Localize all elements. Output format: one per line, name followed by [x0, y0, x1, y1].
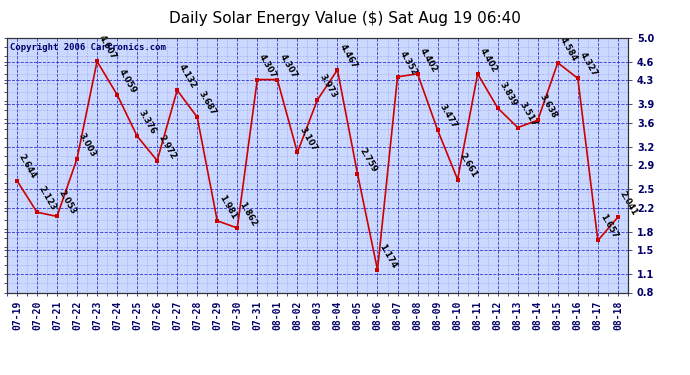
Text: 4.607: 4.607	[97, 34, 118, 62]
Text: Copyright 2006 Cartronics.com: Copyright 2006 Cartronics.com	[10, 43, 166, 52]
Text: 4.352: 4.352	[397, 49, 419, 77]
Text: 2.759: 2.759	[357, 146, 379, 174]
Text: 4.467: 4.467	[337, 42, 359, 70]
Text: 4.402: 4.402	[477, 46, 499, 74]
Text: 3.107: 3.107	[297, 125, 318, 152]
Text: 3.839: 3.839	[497, 81, 519, 108]
Text: 4.059: 4.059	[117, 67, 138, 94]
Text: 3.003: 3.003	[77, 132, 98, 159]
Text: 1.981: 1.981	[217, 194, 238, 221]
Text: 3.973: 3.973	[317, 73, 338, 100]
Text: 1.657: 1.657	[598, 213, 619, 240]
Text: 3.687: 3.687	[197, 90, 218, 117]
Text: 2.661: 2.661	[457, 152, 479, 180]
Text: 4.307: 4.307	[277, 52, 298, 80]
Text: 3.638: 3.638	[538, 93, 559, 120]
Text: 3.517: 3.517	[518, 100, 539, 128]
Text: 2.041: 2.041	[618, 190, 639, 217]
Text: 2.644: 2.644	[17, 153, 38, 180]
Text: 1.174: 1.174	[377, 242, 399, 270]
Text: 4.584: 4.584	[558, 35, 579, 63]
Text: 4.132: 4.132	[177, 63, 198, 90]
Text: 3.477: 3.477	[437, 103, 459, 130]
Text: 4.402: 4.402	[417, 46, 439, 74]
Text: Daily Solar Energy Value ($) Sat Aug 19 06:40: Daily Solar Energy Value ($) Sat Aug 19 …	[169, 11, 521, 26]
Text: 3.376: 3.376	[137, 109, 158, 136]
Text: 2.053: 2.053	[57, 189, 78, 216]
Text: 2.123: 2.123	[37, 184, 58, 212]
Text: 1.862: 1.862	[237, 201, 258, 228]
Text: 4.307: 4.307	[257, 52, 278, 80]
Text: 4.327: 4.327	[578, 51, 599, 78]
Text: 2.972: 2.972	[157, 133, 178, 160]
